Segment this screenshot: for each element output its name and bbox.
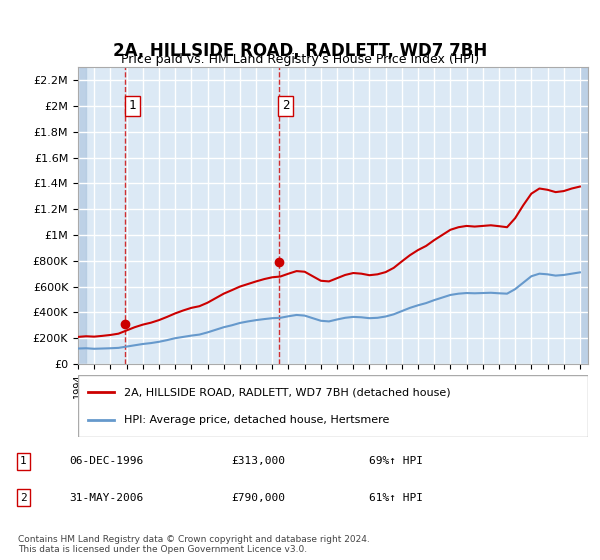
Text: 31-MAY-2006: 31-MAY-2006 <box>70 493 144 503</box>
Text: 1: 1 <box>20 456 27 466</box>
Text: £313,000: £313,000 <box>231 456 285 466</box>
Text: 61%↑ HPI: 61%↑ HPI <box>369 493 423 503</box>
Text: HPI: Average price, detached house, Hertsmere: HPI: Average price, detached house, Hert… <box>124 414 389 424</box>
Text: 2: 2 <box>20 493 27 503</box>
Text: 2A, HILLSIDE ROAD, RADLETT, WD7 7BH: 2A, HILLSIDE ROAD, RADLETT, WD7 7BH <box>113 42 487 60</box>
Text: 06-DEC-1996: 06-DEC-1996 <box>70 456 144 466</box>
Text: 2A, HILLSIDE ROAD, RADLETT, WD7 7BH (detached house): 2A, HILLSIDE ROAD, RADLETT, WD7 7BH (det… <box>124 388 451 398</box>
FancyBboxPatch shape <box>78 375 588 437</box>
Text: Contains HM Land Registry data © Crown copyright and database right 2024.
This d: Contains HM Land Registry data © Crown c… <box>18 535 370 554</box>
Text: Price paid vs. HM Land Registry's House Price Index (HPI): Price paid vs. HM Land Registry's House … <box>121 53 479 66</box>
Text: 1: 1 <box>128 99 136 113</box>
Text: £790,000: £790,000 <box>231 493 285 503</box>
Text: 2: 2 <box>282 99 290 113</box>
Text: 69%↑ HPI: 69%↑ HPI <box>369 456 423 466</box>
